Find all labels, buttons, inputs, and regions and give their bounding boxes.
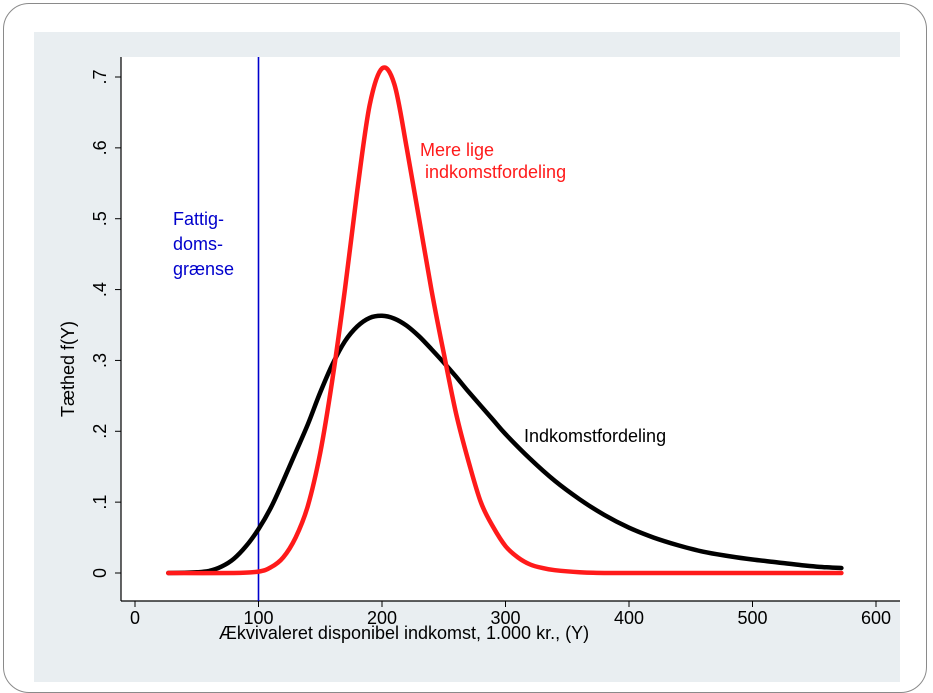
axes: 0 100 200 300 400 500 600 0 .1 .2 .3 .4 .5 .6 .7 Ækviva…	[58, 57, 900, 643]
y-tick-label: 0	[90, 568, 110, 578]
y-tick-label: .6	[90, 140, 110, 155]
x-tick-label: 600	[861, 608, 891, 628]
annotations: Fattig-doms-grænse Mere lige indkomstford…	[173, 140, 666, 446]
x-tick-label: 300	[490, 608, 520, 628]
y-tick-label: .1	[90, 495, 110, 510]
red-curve-label: indkomstfordeling	[420, 162, 566, 182]
x-tick-label: 100	[243, 608, 273, 628]
y-axis-title: Tæthed f(Y)	[58, 321, 78, 417]
y-tick-label: .4	[90, 282, 110, 297]
x-tick-label: 500	[737, 608, 767, 628]
y-tick-label: .3	[90, 353, 110, 368]
poverty-line-label: doms-	[173, 234, 223, 254]
red-curve-label: Mere lige	[420, 140, 494, 160]
chart-panel: 0 100 200 300 400 500 600 0 .1 .2 .3 .4 .5 .6 .7 Ækviva…	[34, 32, 900, 682]
density-chart: 0 100 200 300 400 500 600 0 .1 .2 .3 .4 .5 .6 .7 Ækviva…	[58, 57, 900, 643]
x-tick-label: 0	[130, 608, 140, 628]
series-layer	[166, 57, 844, 601]
y-tick-label: .5	[90, 211, 110, 226]
y-tick-label: .2	[90, 424, 110, 439]
poverty-line-label: Fattig-	[173, 209, 224, 229]
x-tick-label: 200	[367, 608, 397, 628]
x-tick-label: 400	[614, 608, 644, 628]
x-axis-title: Ækvivaleret disponibel indkomst, 1.000 k…	[219, 623, 589, 643]
series-line-mere-lige-indkomstfordeling	[166, 65, 844, 576]
poverty-line-label: grænse	[173, 259, 234, 279]
black-curve-label: Indkomstfordeling	[524, 426, 666, 446]
y-tick-label: .7	[90, 69, 110, 84]
series-line-indkomstfordeling	[166, 313, 844, 576]
plot-area	[121, 57, 900, 601]
